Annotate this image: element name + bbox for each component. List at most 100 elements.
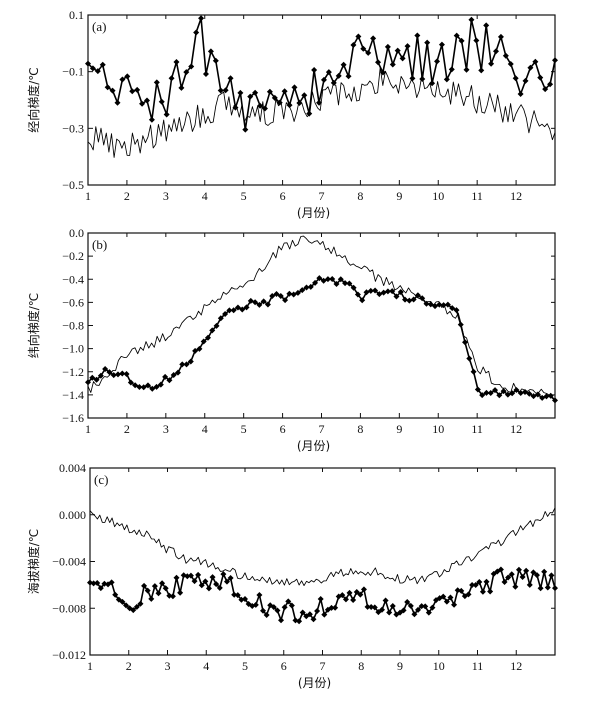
data-point-marker xyxy=(360,45,367,52)
data-point-marker xyxy=(505,574,512,581)
x-axis-title: (月份) xyxy=(297,439,330,453)
data-point-marker xyxy=(406,297,413,304)
data-point-marker xyxy=(263,611,270,618)
y-tick-label: −1.0 xyxy=(62,342,84,356)
data-point-marker xyxy=(220,571,227,578)
data-point-marker xyxy=(303,284,310,291)
data-point-marker xyxy=(153,79,160,86)
data-point-marker xyxy=(534,391,541,398)
data-point-marker xyxy=(404,599,411,606)
panel-label: (c) xyxy=(94,472,108,487)
data-point-marker xyxy=(139,100,146,107)
data-point-marker xyxy=(409,75,416,82)
data-point-marker xyxy=(517,91,524,98)
data-point-marker xyxy=(350,596,357,603)
data-point-marker xyxy=(424,39,431,46)
data-point-marker xyxy=(222,87,229,94)
data-point-marker xyxy=(260,607,267,614)
y-tick-label: −0.2 xyxy=(62,249,84,263)
data-point-marker xyxy=(151,583,158,590)
data-point-marker xyxy=(493,48,500,55)
x-tick-label: 4 xyxy=(203,659,209,673)
data-point-marker xyxy=(110,372,117,379)
data-point-marker xyxy=(502,52,509,59)
data-point-marker xyxy=(457,321,464,328)
data-point-marker xyxy=(443,76,450,83)
data-point-marker xyxy=(291,84,298,91)
data-point-marker xyxy=(411,611,418,618)
x-axis-title: (月份) xyxy=(297,206,330,220)
data-point-marker xyxy=(312,279,319,286)
data-point-marker xyxy=(354,291,361,298)
data-point-marker xyxy=(466,355,473,362)
plot-frame xyxy=(89,467,556,656)
data-point-marker xyxy=(470,368,477,375)
data-point-marker xyxy=(209,327,216,334)
data-point-marker xyxy=(230,307,237,314)
data-point-marker xyxy=(237,89,244,96)
data-point-marker xyxy=(234,304,241,311)
data-point-marker xyxy=(144,382,151,389)
series-line-thin xyxy=(89,507,556,587)
data-point-marker xyxy=(523,567,530,574)
data-point-marker xyxy=(162,373,169,380)
data-point-marker xyxy=(252,89,259,96)
y-tick-label: 0.000 xyxy=(59,508,86,522)
data-point-marker xyxy=(264,301,271,308)
data-point-marker xyxy=(382,597,389,604)
data-point-marker xyxy=(242,126,249,133)
data-point-marker xyxy=(378,606,385,613)
data-point-marker xyxy=(198,582,205,589)
data-point-marker xyxy=(419,295,426,302)
data-point-marker xyxy=(483,578,490,585)
data-point-marker xyxy=(340,61,347,68)
data-point-marker xyxy=(537,74,544,81)
data-point-marker xyxy=(469,582,476,589)
data-point-marker xyxy=(533,572,540,579)
data-point-marker xyxy=(299,609,306,616)
x-tick-label: 11 xyxy=(471,422,483,436)
data-point-marker xyxy=(183,69,190,76)
y-tick-label: −0.1 xyxy=(62,65,84,79)
data-point-marker xyxy=(170,371,177,378)
x-tick-label: 5 xyxy=(241,422,247,436)
data-point-marker xyxy=(207,48,214,55)
data-point-marker xyxy=(169,593,176,600)
data-point-marker xyxy=(527,64,534,71)
panel-label: (b) xyxy=(92,237,107,252)
x-tick-label: 7 xyxy=(319,422,325,436)
data-point-marker xyxy=(153,383,160,390)
data-point-marker xyxy=(177,589,184,596)
data-point-marker xyxy=(339,592,346,599)
y-tick-label: −0.008 xyxy=(52,601,86,615)
data-point-marker xyxy=(260,298,267,305)
data-point-marker xyxy=(453,32,460,39)
data-point-marker xyxy=(148,116,155,123)
data-point-marker xyxy=(307,283,314,290)
data-point-marker xyxy=(114,371,121,378)
data-point-marker xyxy=(316,99,323,106)
data-point-marker xyxy=(542,86,549,93)
data-point-marker xyxy=(85,379,91,386)
data-point-marker xyxy=(350,42,357,49)
data-point-marker xyxy=(99,61,106,68)
y-tick-label: −1.6 xyxy=(62,411,84,425)
x-tick-label: 8 xyxy=(357,189,363,203)
data-point-marker xyxy=(112,591,119,598)
data-point-marker xyxy=(394,47,401,54)
data-point-marker xyxy=(404,43,411,50)
data-point-marker xyxy=(288,602,295,609)
data-point-marker xyxy=(90,580,97,587)
data-point-marker xyxy=(108,579,115,586)
data-point-marker xyxy=(332,604,339,611)
data-point-marker xyxy=(200,338,207,345)
data-point-marker xyxy=(296,618,303,625)
data-point-marker xyxy=(222,311,229,318)
x-axis-title: (月份) xyxy=(298,676,331,690)
y-tick-label: −0.3 xyxy=(62,121,84,135)
data-point-marker xyxy=(299,287,306,294)
data-point-marker xyxy=(370,35,377,42)
y-tick-label: −0.5 xyxy=(62,178,84,192)
data-point-marker xyxy=(216,584,223,591)
data-point-marker xyxy=(124,73,131,80)
